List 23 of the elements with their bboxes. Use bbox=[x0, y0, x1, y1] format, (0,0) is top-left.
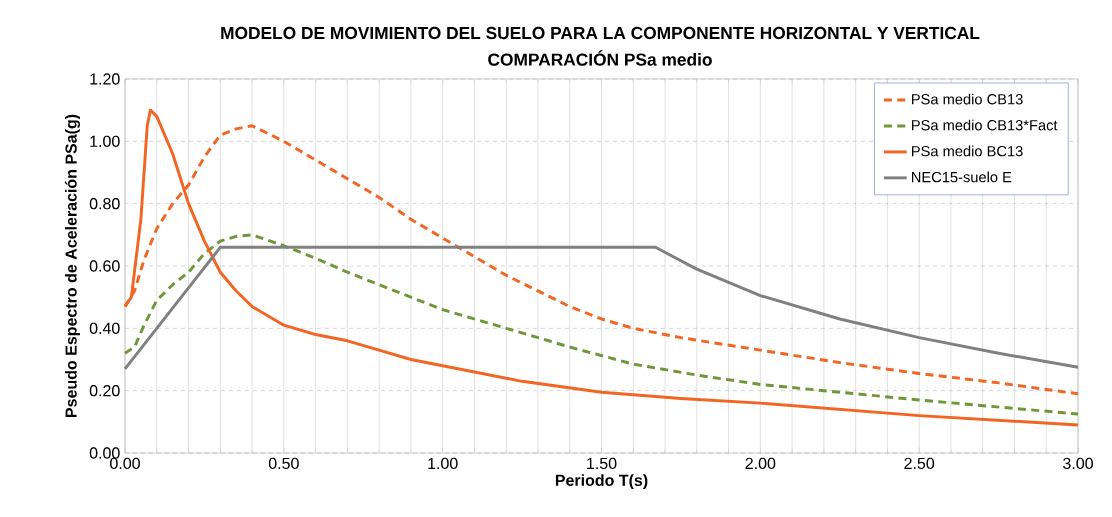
chart-subtitle: COMPARACIÓN PSa medio bbox=[488, 50, 712, 66]
x-tick-label: 2.50 bbox=[904, 457, 935, 470]
x-tick-label: 2.00 bbox=[745, 457, 776, 470]
x-tick-label: 1.50 bbox=[587, 457, 617, 470]
y-tick-label: 0.40 bbox=[89, 322, 120, 334]
legend-label: NEC15-suelo E bbox=[912, 171, 1012, 183]
y-tick-label: 0.60 bbox=[89, 260, 120, 272]
x-tick-label: 3.00 bbox=[1063, 457, 1093, 470]
line-series bbox=[123, 245, 1080, 371]
y-axis-title: Pseudo Espectro de Aceleración PSa(g) bbox=[64, 114, 80, 417]
y-tick-label: 0.80 bbox=[89, 198, 120, 210]
y-tick-label: 1.00 bbox=[90, 135, 120, 147]
x-tick-label: 0.00 bbox=[110, 457, 140, 470]
y-tick-label: 0.20 bbox=[89, 385, 120, 397]
x-axis-title: Periodo T(s) bbox=[555, 474, 648, 490]
x-tick-label: 1.00 bbox=[428, 457, 458, 470]
chart-title: MODELO DE MOVIMIENTO DEL SUELO PARA LA COMPONENTE HORIZONTAL Y VERTICAL bbox=[221, 26, 980, 40]
y-tick-label: 1.20 bbox=[90, 73, 120, 85]
y-tick-label: 0.00 bbox=[89, 447, 120, 459]
legend-label: PSa medio CB13*Fact bbox=[912, 119, 1058, 131]
legend-label: PSa medio CB13 bbox=[912, 93, 1023, 105]
legend-label: PSa medio BC13 bbox=[912, 145, 1023, 157]
x-tick-label: 0.50 bbox=[268, 457, 299, 470]
